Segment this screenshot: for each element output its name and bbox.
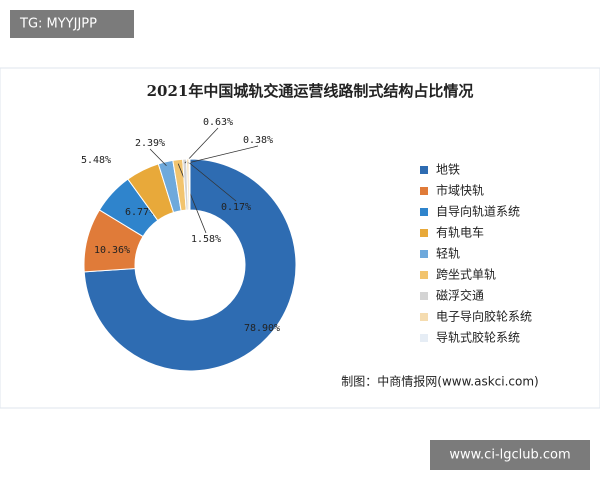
data-label: 0.17% [221, 202, 251, 213]
legend-label: 跨坐式单轨 [436, 268, 496, 282]
legend-swatch [420, 292, 428, 300]
overlay-text: TG: MYYJJPP [19, 17, 97, 32]
data-label: 0.38% [243, 135, 273, 146]
data-label: 10.36% [94, 245, 130, 256]
data-label: 78.90% [244, 323, 280, 334]
legend-label: 轻轨 [436, 247, 460, 261]
legend-swatch [420, 313, 428, 321]
legend-label: 电子导向胶轮系统 [436, 309, 532, 324]
donut-segment [83, 158, 297, 372]
data-label: 1.58% [191, 234, 221, 245]
data-label: 2.39% [135, 138, 165, 149]
data-label: 6.77% [125, 207, 155, 218]
legend-swatch [420, 229, 428, 237]
leader-line [149, 148, 167, 167]
legend-swatch [420, 208, 428, 216]
legend-label: 磁浮交通 [436, 288, 484, 303]
data-label: 5.48% [81, 155, 111, 166]
chart-title: 2021年中国城轨交通运营线路制式结构占比情况 [147, 82, 474, 100]
legend-label: 市域快轨 [436, 183, 484, 198]
leader-line [187, 145, 259, 164]
overlay-box [430, 440, 590, 470]
leader-line [189, 162, 237, 202]
leader-line [184, 127, 219, 164]
leader-line [177, 163, 207, 234]
data-label: 0.63% [203, 117, 233, 128]
legend-label: 有轨电车 [436, 225, 484, 240]
legend-swatch [420, 187, 428, 195]
donut-chart: 78.90% 10.36% 6.77% 5.48% 2.39% 1.58% 0.63% 0.3… [81, 117, 532, 372]
legend-swatch [420, 334, 428, 342]
legend-label: 导轨式胶轮系统 [436, 330, 520, 345]
legend-swatch [420, 271, 428, 279]
legend-label: 地铁 [436, 163, 460, 177]
legend-label: 自导向轨道系统 [436, 204, 520, 219]
legend-swatch [420, 250, 428, 258]
legend-swatch [420, 166, 428, 174]
overlay-text: www.ci-lgclub.com [449, 448, 570, 463]
source-note: 制图：中商情报网(www.askci.com) [341, 374, 538, 389]
donut-segment [188, 158, 191, 211]
overlay-box [10, 10, 134, 38]
